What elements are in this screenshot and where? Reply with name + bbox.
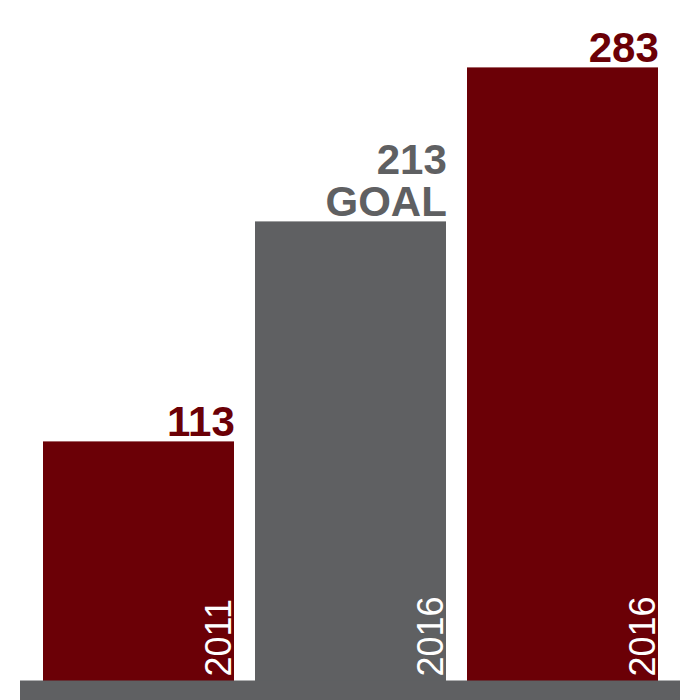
svg-text:2016: 2016: [622, 596, 663, 676]
svg-text:213GOAL: 213GOAL: [325, 136, 446, 225]
svg-text:2011: 2011: [198, 599, 239, 676]
svg-text:283: 283: [589, 24, 659, 71]
svg-text:2016: 2016: [410, 596, 451, 676]
svg-text:113: 113: [167, 398, 235, 445]
